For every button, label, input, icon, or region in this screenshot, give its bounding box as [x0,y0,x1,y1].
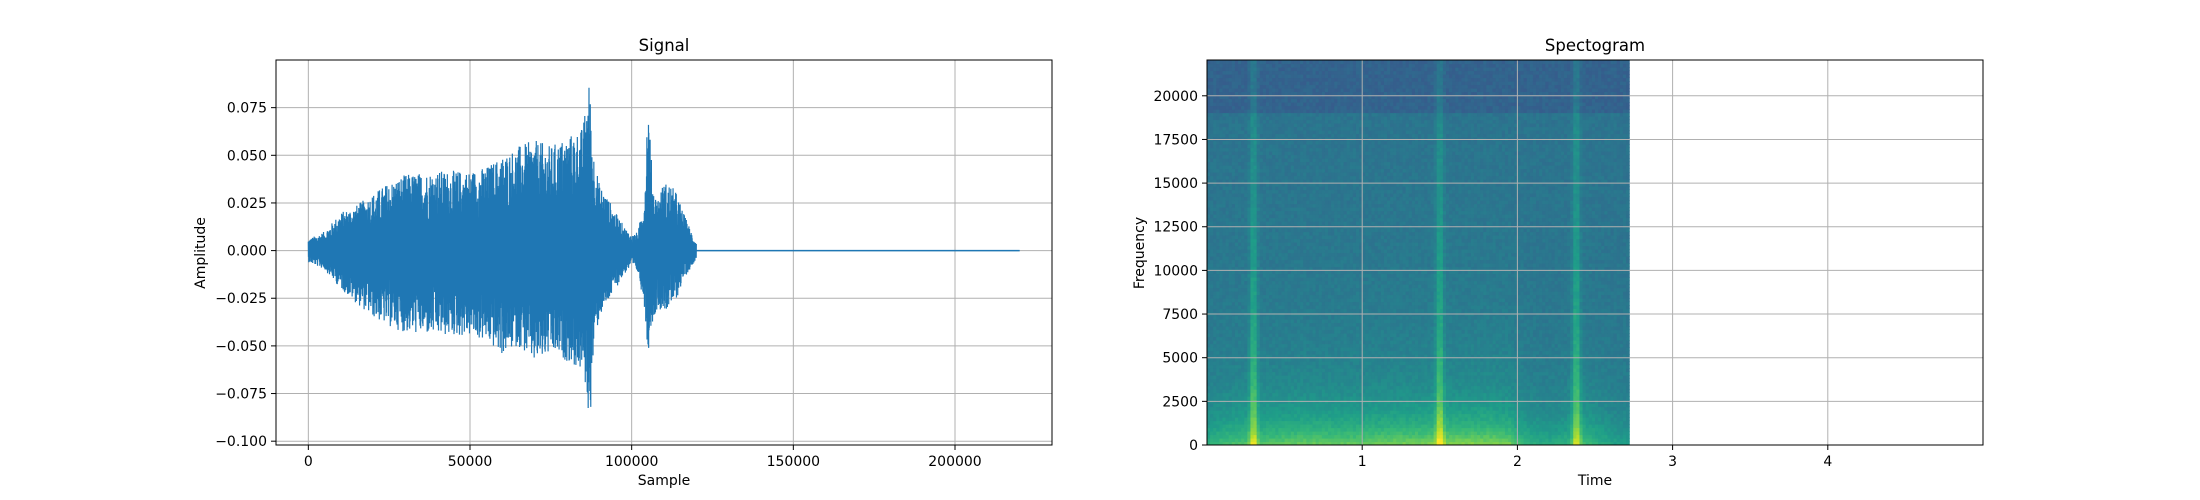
signal-y-tick-label: −0.025 [215,291,267,307]
signal-x-tick-label: 100000 [605,454,658,470]
signal-x-tick-label: 50000 [448,454,493,470]
signal-x-tick-label: 150000 [767,454,820,470]
signal-y-label: Amplitude [193,217,209,289]
signal-y-ticks: −0.100 −0.075 −0.050 −0.025 0.000 0.025 0.050 0… [215,101,276,451]
signal-y-tick-label: −0.050 [215,339,267,355]
signal-y-tick-label: 0.075 [227,101,267,117]
signal-x-label: Sample [638,473,691,489]
spectrogram-image [1207,60,1630,446]
signal-y-tick-label: 0.050 [227,148,267,164]
signal-y-tick-label: −0.075 [215,387,267,403]
signal-panel: 0 50000 100000 150000 200000 −0.100−0.075−0.… [193,36,1052,489]
signal-y-tick-label: 0.000 [227,244,267,260]
signal-x-ticks: 0 50000 100000 150000 200000 [304,445,982,470]
signal-y-tick-label: 0.025 [227,196,267,212]
signal-x-tick-label: 0 [304,454,313,470]
signal-title: Signal [639,36,690,55]
signal-x-tick-label: 200000 [928,454,981,470]
signal-y-tick-label: −0.100 [215,434,267,450]
